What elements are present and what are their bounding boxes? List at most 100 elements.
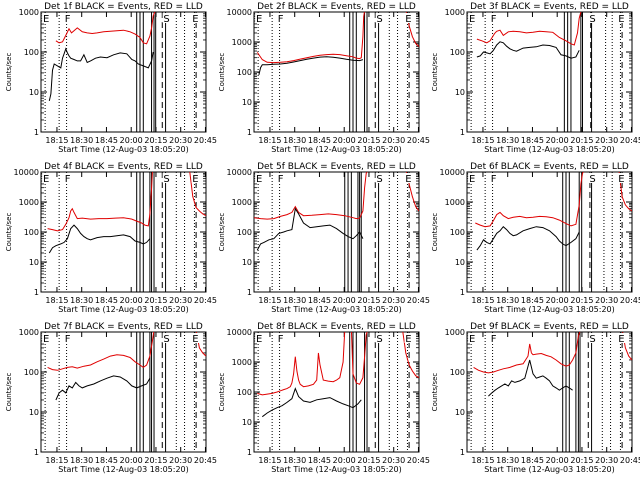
marker-label-bg	[255, 13, 265, 23]
x-tick-label: 20:30	[169, 136, 192, 145]
marker-label: F	[65, 174, 71, 185]
marker-label-bg	[255, 173, 265, 183]
marker-label-bg	[468, 173, 478, 183]
marker-label-bg	[489, 13, 499, 23]
y-tick-label: 1	[34, 128, 39, 137]
marker-label-bg	[375, 333, 385, 343]
marker-label: S	[589, 334, 595, 345]
x-tick-label: 18:15	[258, 456, 281, 465]
series-events-line	[488, 359, 573, 397]
y-tick-label: 1	[460, 128, 465, 137]
marker-label: E	[192, 14, 198, 25]
marker-label: F	[491, 334, 497, 345]
x-tick-label: 20:15	[144, 136, 167, 145]
marker-label: E	[43, 334, 49, 345]
x-tick-label: 20:00	[120, 456, 143, 465]
marker-label-bg	[255, 333, 265, 343]
y-tick-label: 1000	[232, 358, 252, 367]
marker-label: F	[491, 174, 497, 185]
x-tick-label: 20:45	[620, 296, 640, 305]
marker-label: E	[469, 174, 475, 185]
x-tick-label: 18:45	[95, 456, 118, 465]
panel-title: Det 4f BLACK = Events, RED = LLD	[44, 162, 203, 172]
y-tick-label: 1	[247, 448, 252, 457]
x-tick-label: 20:45	[194, 456, 217, 465]
y-tick-label: 1000	[445, 8, 465, 17]
y-tick-label: 1000	[19, 328, 39, 337]
x-tick-label: 18:15	[258, 136, 281, 145]
series-events-line	[256, 207, 364, 251]
y-tick-label: 10	[242, 98, 252, 107]
series-events-line	[48, 224, 151, 254]
x-tick-label: 20:00	[333, 136, 356, 145]
marker-label-bg	[276, 173, 286, 183]
series-lld-line	[47, 172, 206, 232]
x-tick-label: 20:00	[546, 136, 569, 145]
marker-label: S	[163, 14, 169, 25]
marker-label-bg	[617, 333, 627, 343]
panel-6: Det 6f BLACK = Events, RED = LLD 1 10 100 10…	[431, 162, 640, 314]
y-tick-label: 1	[460, 288, 465, 297]
marker-label-bg	[468, 13, 478, 23]
x-tick-label: 20:00	[546, 296, 569, 305]
x-tick-label: 20:30	[382, 456, 405, 465]
marker-label: E	[256, 334, 262, 345]
marker-label-bg	[162, 13, 172, 23]
panel-9: Det 9f BLACK = Events, RED = LLD 1 10 100 10…	[431, 322, 640, 474]
marker-label: F	[278, 334, 284, 345]
y-axis-label: Counts/sec	[5, 373, 13, 412]
y-tick-label: 10	[455, 258, 465, 267]
marker-label: S	[589, 174, 595, 185]
y-axis-label: Counts/sec	[431, 373, 439, 412]
y-tick-label: 100	[450, 368, 465, 377]
y-tick-label: 100	[237, 388, 252, 397]
marker-label: E	[405, 174, 411, 185]
marker-label-bg	[617, 13, 627, 23]
marker-label-bg	[617, 173, 627, 183]
y-tick-label: 1000	[232, 198, 252, 207]
y-tick-label: 1	[460, 448, 465, 457]
panel-plot-area	[44, 332, 206, 452]
x-tick-label: 20:15	[570, 456, 593, 465]
marker-label: S	[376, 174, 382, 185]
x-tick-label: 18:30	[70, 136, 93, 145]
marker-label: E	[43, 14, 49, 25]
x-axis-label: Start Time (12-Aug-03 18:05:20)	[58, 305, 189, 314]
marker-label: S	[376, 334, 382, 345]
marker-label-bg	[63, 173, 73, 183]
marker-label: E	[469, 14, 475, 25]
panel-frame	[40, 11, 207, 133]
y-tick-label: 10000	[14, 168, 39, 177]
panel-plot-area	[256, 12, 419, 132]
series-events-line	[258, 56, 364, 76]
panel-title: Det 3f BLACK = Events, RED = LLD	[470, 2, 629, 12]
series-lld-line	[254, 172, 419, 220]
marker-label-bg	[191, 173, 201, 183]
x-tick-label: 20:30	[595, 456, 618, 465]
series-lld-line	[473, 332, 632, 374]
panel-plot-area	[470, 12, 623, 132]
series-events-line	[48, 47, 154, 102]
y-tick-label: 10000	[227, 328, 252, 337]
x-axis-label: Start Time (12-Aug-03 18:05:20)	[484, 465, 615, 474]
panel-title: Det 5f BLACK = Events, RED = LLD	[257, 162, 416, 172]
y-tick-label: 10	[29, 88, 39, 97]
y-tick-label: 1	[247, 128, 252, 137]
x-tick-label: 18:30	[283, 296, 306, 305]
panel-2: Det 2f BLACK = Events, RED = LLD 1 10 100 10…	[218, 2, 430, 154]
x-tick-label: 20:45	[407, 296, 430, 305]
marker-label-bg	[489, 333, 499, 343]
x-tick-label: 20:30	[382, 296, 405, 305]
series-events-line	[261, 387, 362, 418]
x-tick-label: 20:15	[357, 136, 380, 145]
x-tick-label: 20:45	[620, 456, 640, 465]
panel-frame	[253, 171, 420, 293]
x-tick-label: 20:30	[169, 296, 192, 305]
x-tick-label: 18:15	[471, 456, 494, 465]
marker-label: F	[65, 14, 71, 25]
panel-plot-area	[44, 172, 206, 292]
x-tick-label: 18:15	[45, 456, 68, 465]
x-tick-label: 18:30	[496, 456, 519, 465]
x-axis-label: Start Time (12-Aug-03 18:05:20)	[58, 145, 189, 154]
